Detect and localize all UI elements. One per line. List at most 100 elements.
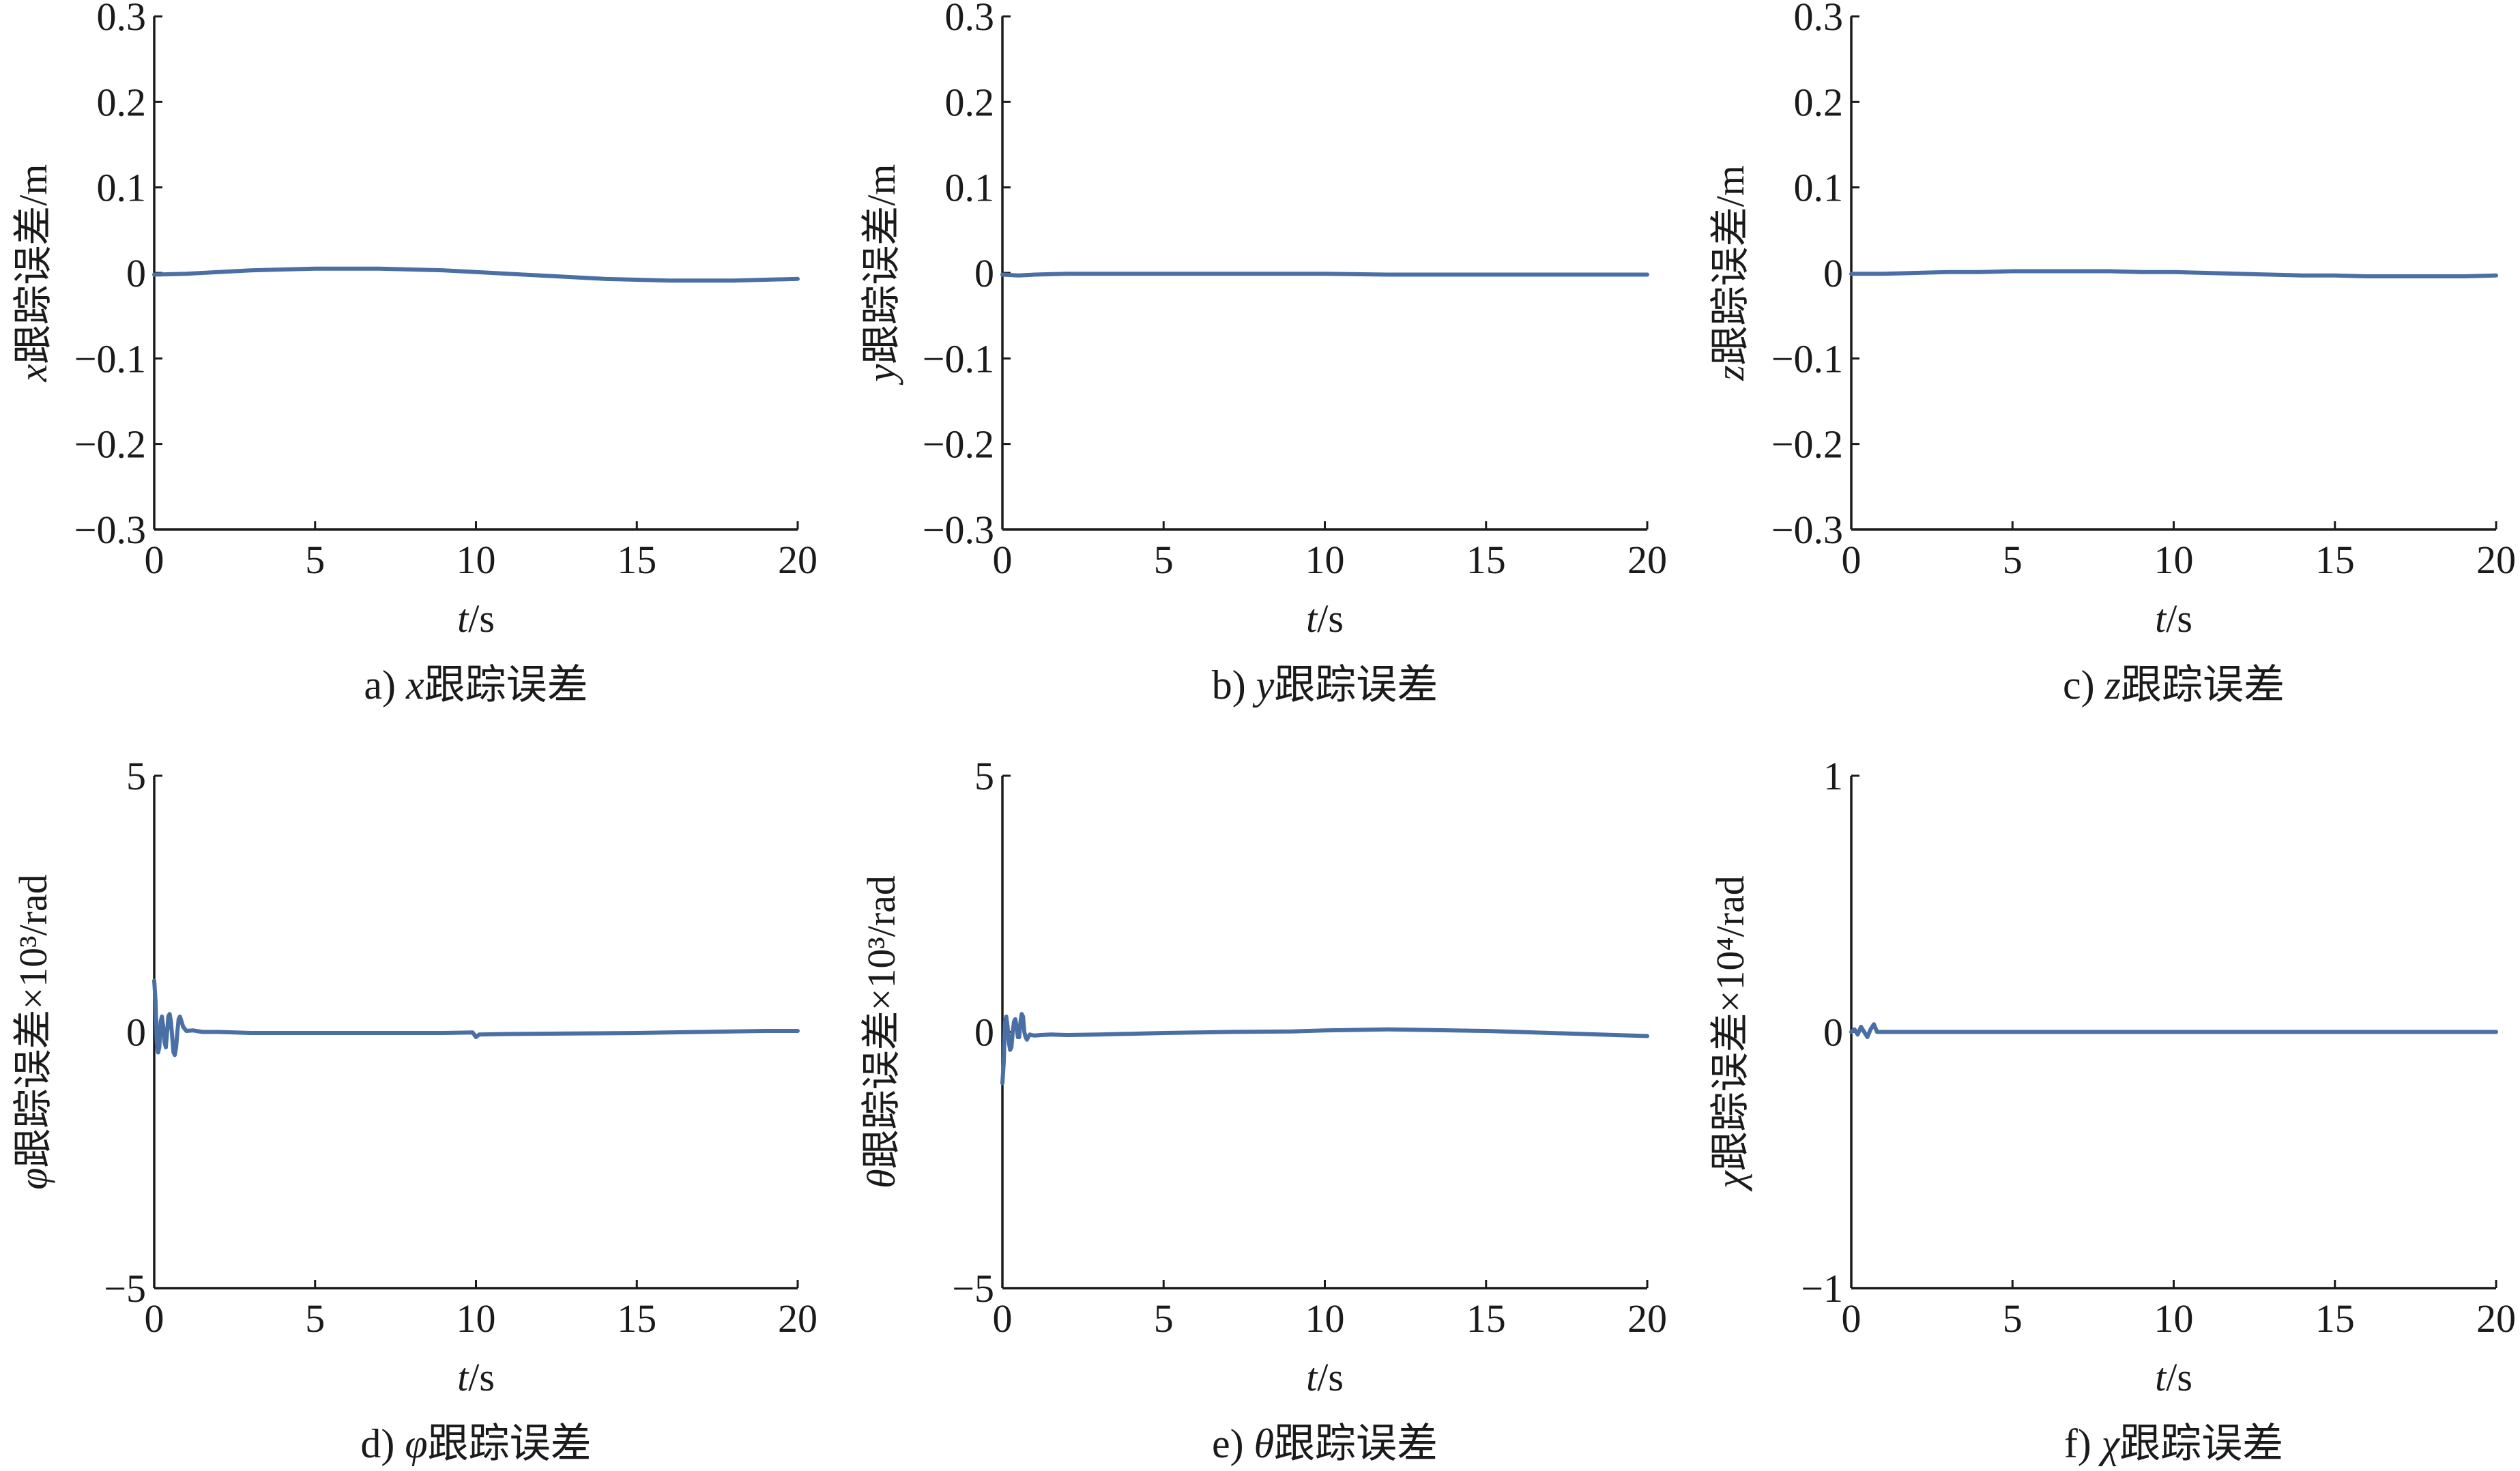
x-tick-label: 0: [145, 538, 164, 582]
chart-caption-letter: e): [1212, 1421, 1254, 1466]
chart-caption-rest: 跟踪误差: [1274, 1421, 1438, 1466]
chart-caption-rest: 跟踪误差: [428, 1421, 592, 1466]
chart-caption: e) θ跟踪误差: [1212, 1421, 1438, 1466]
x-axis-label-var: t: [1306, 1355, 1318, 1399]
x-tick-label: 10: [1305, 1296, 1345, 1341]
chart-caption: b) y跟踪误差: [1212, 662, 1438, 708]
x-axis-label-var: t: [1306, 596, 1318, 641]
series-line-1: [1000, 272, 1649, 278]
x-axis-label-unit: /s: [468, 1355, 495, 1399]
y-tick-label: −0.3: [74, 508, 146, 552]
chart-caption: c) z跟踪误差: [2063, 662, 2285, 708]
y-axis-label: y跟踪误差/m: [859, 164, 903, 385]
x-axis-label-var: t: [2155, 1355, 2167, 1399]
x-tick-label: 20: [778, 1296, 817, 1341]
chart-caption-letter: d): [360, 1421, 405, 1466]
x-tick-label: 15: [1466, 538, 1506, 582]
x-axis-label: t/s: [1306, 1355, 1344, 1399]
x-tick-label: 15: [1466, 1296, 1506, 1341]
x-axis-label-unit: /s: [2166, 1355, 2192, 1399]
y-tick-label: 5: [974, 754, 994, 798]
chart-caption-symbol: χ: [2098, 1421, 2121, 1466]
x-tick-label: 0: [993, 1296, 1013, 1341]
y-tick-label: 0: [126, 1010, 146, 1055]
y-axis-label-symbol: θ: [859, 1169, 903, 1189]
series-line-1: [152, 266, 800, 283]
y-tick-label: −0.3: [923, 508, 994, 552]
chart-caption-letter: f): [2064, 1421, 2102, 1466]
chart-caption-symbol: φ: [405, 1421, 427, 1466]
chart-caption-symbol: z: [2104, 662, 2121, 708]
y-tick-label: 0: [1823, 1010, 1843, 1055]
y-tick-label: 0.3: [945, 0, 995, 39]
y-axis-label: x跟踪误差/m: [11, 164, 55, 383]
y-axis-label-rest: 跟踪误差×10⁴/rad: [1708, 875, 1752, 1171]
chart-caption-symbol: θ: [1254, 1421, 1274, 1466]
y-axis-label: z跟踪误差/m: [1708, 165, 1752, 381]
x-tick-label: 10: [457, 538, 496, 582]
x-tick-label: 10: [2154, 538, 2194, 582]
y-axis-label-symbol: φ: [11, 1168, 55, 1190]
x-axis-label: t/s: [1306, 596, 1344, 641]
y-tick-label: 0.1: [1794, 166, 1844, 210]
y-tick-label: 1: [1823, 754, 1843, 798]
x-axis-label: t/s: [457, 596, 495, 641]
x-tick-label: 15: [2315, 1296, 2355, 1341]
chart-caption-symbol: x: [405, 662, 424, 708]
chart-panel-2: −0.3−0.2−0.100.10.20.30 5 10 15 20t/sy跟踪误差/m…: [859, 0, 1667, 708]
x-axis-label-var: t: [457, 596, 469, 641]
x-axis-label-var: t: [457, 1355, 469, 1399]
y-tick-label: −1: [1801, 1266, 1843, 1311]
x-axis-label-unit: /s: [2166, 596, 2192, 641]
x-axis-label: t/s: [2155, 1355, 2192, 1399]
y-axis-label-rest: 跟踪误差×10³/rad: [11, 874, 55, 1167]
y-axis-label-symbol: y: [859, 364, 903, 385]
y-tick-label: −0.1: [1771, 336, 1843, 381]
x-tick-label: 15: [617, 538, 656, 582]
y-axis-label-symbol: x: [11, 364, 55, 382]
y-tick-label: 0.2: [1794, 80, 1844, 124]
y-axis-label-symbol: χ: [1708, 1170, 1752, 1192]
x-tick-label: 0: [1842, 538, 1862, 582]
chart-panel-1: −0.3−0.2−0.100.10.20.30 5 10 15 20t/sx跟踪误差/m…: [11, 0, 817, 708]
chart-caption: d) φ跟踪误差: [360, 1421, 591, 1466]
y-tick-label: 5: [126, 754, 146, 798]
y-tick-label: −5: [952, 1266, 994, 1311]
x-tick-label: 5: [305, 538, 325, 582]
y-axis-label-symbol: z: [1708, 365, 1752, 381]
y-tick-label: −0.1: [923, 336, 994, 381]
chart-caption-letter: b): [1212, 662, 1256, 708]
chart-caption-rest: 跟踪误差: [424, 662, 588, 708]
chart-caption-rest: 跟踪误差: [2119, 1421, 2283, 1466]
x-tick-label: 10: [1305, 538, 1345, 582]
y-tick-label: −5: [104, 1266, 146, 1311]
y-tick-label: 0: [974, 1010, 994, 1055]
y-axis-label: θ跟踪误差×10³/rad: [859, 875, 903, 1189]
x-axis-label-var: t: [2155, 596, 2167, 641]
x-tick-label: 0: [993, 538, 1013, 582]
x-tick-label: 0: [145, 1296, 164, 1341]
chart-caption-rest: 跟踪误差: [1274, 662, 1438, 708]
x-tick-label: 10: [2154, 1296, 2194, 1341]
x-tick-label: 5: [2003, 1296, 2023, 1341]
y-axis-label-rest: 跟踪误差/m: [1708, 165, 1752, 365]
chart-panel-3: −0.3−0.2−0.100.10.20.30 5 10 15 20t/sz跟踪误差/m…: [1708, 0, 2516, 708]
x-tick-label: 5: [2003, 538, 2023, 582]
y-tick-label: −0.1: [74, 336, 146, 381]
y-tick-label: 0: [1823, 251, 1843, 295]
y-tick-label: 0.3: [1794, 0, 1844, 39]
y-tick-label: 0: [126, 251, 146, 295]
chart-caption-rest: 跟踪误差: [2121, 662, 2285, 708]
x-axis-label-unit: /s: [1317, 1355, 1344, 1399]
y-tick-label: 0.2: [945, 80, 995, 124]
x-tick-label: 20: [1627, 1296, 1667, 1341]
y-tick-label: −0.3: [1771, 508, 1843, 552]
y-tick-label: 0: [974, 251, 994, 295]
y-tick-label: −0.2: [923, 422, 994, 467]
y-axis-label-rest: 跟踪误差×10³/rad: [859, 875, 903, 1169]
series-line-1: [1849, 269, 2498, 278]
